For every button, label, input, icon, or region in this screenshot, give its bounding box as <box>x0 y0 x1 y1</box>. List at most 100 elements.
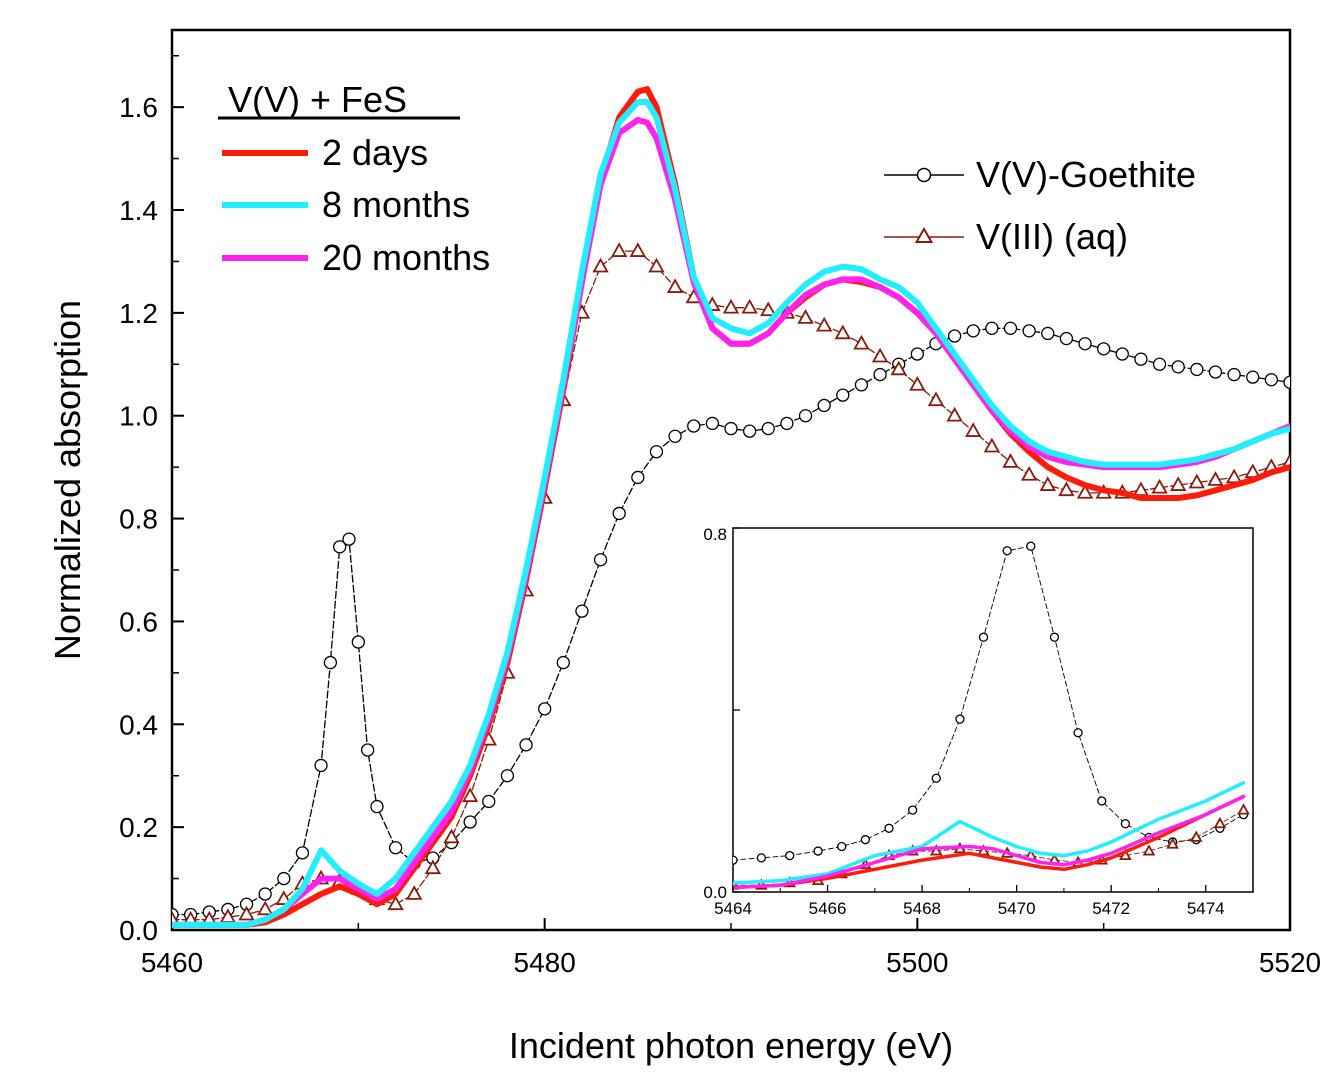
data-point-v-iii-aq <box>1207 471 1224 486</box>
data-point-v-iii-aq <box>275 890 292 905</box>
data-point-v-iii-aq <box>965 422 982 437</box>
data-point-v-iii-aq <box>461 787 479 803</box>
data-point-v-iii-aq <box>629 242 647 257</box>
data-point-v-v-goethite <box>756 853 767 863</box>
x-tick-label: 5500 <box>886 947 948 978</box>
data-point-v-v-goethite <box>1026 541 1036 551</box>
data-point-v-iii-aq <box>1225 468 1243 484</box>
inset-x-tick-label: 5472 <box>1092 899 1130 918</box>
legend-label-goethite: V(V)-Goethite <box>976 154 1196 195</box>
data-point-v-v-goethite <box>947 329 962 343</box>
data-point-v-iii-aq <box>172 910 181 926</box>
data-point-v-v-goethite <box>277 871 291 886</box>
x-tick-label: 5480 <box>514 947 576 978</box>
data-point-v-v-goethite <box>1208 365 1223 379</box>
data-point-v-v-goethite <box>1152 357 1167 371</box>
data-point-v-v-goethite <box>836 388 850 402</box>
inset-x-tick-label: 5466 <box>809 899 847 918</box>
data-point-v-v-goethite <box>873 367 887 382</box>
y-tick-label: 1.6 <box>119 92 158 123</box>
data-point-v-v-goethite <box>649 445 664 459</box>
data-point-v-v-goethite <box>370 799 384 814</box>
data-point-v-v-goethite <box>733 855 738 865</box>
data-point-v-iii-aq <box>387 895 404 911</box>
data-point-v-v-goethite <box>884 823 894 833</box>
y-tick-label: 0.2 <box>119 812 158 843</box>
data-point-v-v-goethite <box>631 470 645 485</box>
data-point-v-iii-aq <box>1170 476 1187 491</box>
legend-marker-goethite <box>916 167 932 183</box>
x-axis-label: Incident photon energy (eV) <box>509 1025 953 1066</box>
data-point-v-v-goethite <box>556 655 570 670</box>
data-point-v-v-goethite <box>1002 546 1012 556</box>
legend-samples: V(V) + FeS 2 days 8 months 20 months <box>218 79 490 278</box>
data-point-v-iii-aq <box>929 844 943 856</box>
data-point-v-v-goethite <box>575 604 589 618</box>
data-point-v-iii-aq <box>890 360 907 376</box>
data-point-v-iii-aq <box>1213 816 1227 829</box>
data-point-v-v-goethite <box>333 540 347 554</box>
legend-label-2-days: 2 days <box>322 132 428 173</box>
series-line-2-days <box>733 794 1246 890</box>
data-point-v-iii-aq <box>760 301 777 317</box>
data-point-v-v-goethite <box>1022 324 1036 338</box>
data-point-v-iii-aq <box>1119 848 1132 860</box>
data-point-v-iii-aq <box>946 406 963 422</box>
data-point-v-iii-aq <box>741 298 758 314</box>
legend-label-20-months: 20 months <box>322 237 490 278</box>
data-point-v-v-goethite <box>1073 728 1083 738</box>
legend-label-8-months: 8 months <box>322 184 470 225</box>
data-point-v-v-goethite <box>323 655 338 670</box>
y-tick-label: 1.2 <box>119 298 158 329</box>
data-point-v-iii-aq <box>983 437 1001 453</box>
inset-x-tick-label: 5474 <box>1187 899 1225 918</box>
data-point-v-v-goethite <box>593 553 608 567</box>
data-point-v-iii-aq <box>648 257 665 273</box>
data-point-v-iii-aq <box>1281 453 1290 468</box>
data-point-v-iii-aq <box>256 900 274 916</box>
y-tick-label: 0.6 <box>119 606 158 637</box>
data-point-v-v-goethite <box>519 738 533 752</box>
series-line-8-months <box>172 99 1290 928</box>
y-tick-label: 1.4 <box>119 195 158 226</box>
data-point-v-v-goethite <box>907 805 918 815</box>
data-point-v-iii-aq <box>406 885 423 900</box>
data-point-v-v-goethite <box>1134 352 1148 366</box>
data-point-v-iii-aq <box>611 242 628 257</box>
data-point-v-v-goethite <box>1227 367 1241 382</box>
data-point-v-iii-aq <box>1058 481 1075 497</box>
data-point-v-v-goethite <box>388 841 403 855</box>
data-point-v-v-goethite <box>342 532 356 546</box>
data-point-v-v-goethite <box>1049 632 1060 642</box>
legend-marker-v3-aq <box>914 226 934 243</box>
data-point-v-v-goethite <box>258 887 272 901</box>
data-point-v-iii-aq <box>1142 844 1156 856</box>
y-tick-label: 0.8 <box>119 504 158 535</box>
data-point-v-v-goethite <box>854 378 869 392</box>
data-point-v-v-goethite <box>1078 337 1092 351</box>
data-point-v-v-goethite <box>705 416 720 431</box>
data-point-v-v-goethite <box>538 702 552 716</box>
data-point-v-v-goethite <box>1115 347 1129 361</box>
data-point-v-v-goethite <box>724 421 738 436</box>
data-point-v-v-goethite <box>1097 796 1107 806</box>
data-point-v-v-goethite <box>837 841 847 852</box>
data-point-v-iii-aq <box>1020 466 1038 481</box>
data-point-v-v-goethite <box>985 321 999 335</box>
data-point-v-iii-aq <box>1151 478 1168 494</box>
data-point-v-v-goethite <box>1190 362 1204 377</box>
data-point-v-iii-aq <box>853 334 870 350</box>
data-point-v-v-goethite <box>463 815 477 829</box>
data-point-v-iii-aq <box>1189 830 1203 842</box>
inset-y-tick-label: 0.8 <box>703 525 727 544</box>
y-tick-label: 0.4 <box>119 709 158 740</box>
legend-label-v3-aq: V(III) (aq) <box>976 216 1128 257</box>
data-point-v-v-goethite <box>360 743 375 757</box>
x-tick-label: 5460 <box>141 947 203 978</box>
inset-series-group <box>733 541 1250 890</box>
data-point-v-iii-aq <box>815 316 833 332</box>
data-point-v-v-goethite <box>314 758 328 773</box>
data-point-v-v-goethite <box>295 846 310 860</box>
data-point-v-v-goethite <box>687 419 701 433</box>
